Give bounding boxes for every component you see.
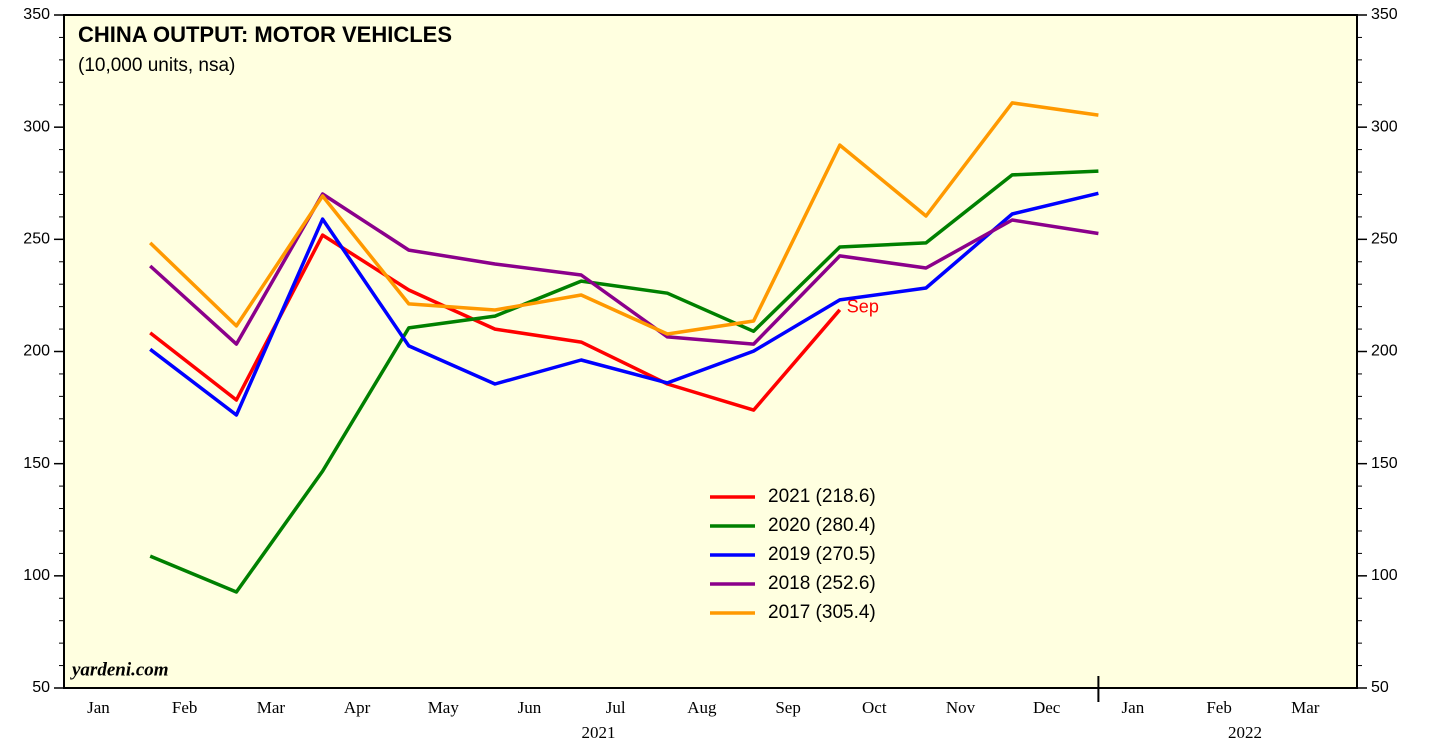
legend-label: 2020 (280.4) [768,515,876,536]
y2-tick-label: 250 [1371,231,1398,248]
y2-tick-label: 50 [1371,679,1389,696]
annotation: Sep [847,297,879,317]
legend-label: 2017 (305.4) [768,602,876,623]
source: yardeni.com [70,659,169,680]
y-tick-label: 300 [23,118,50,135]
y-tick-label: 100 [23,567,50,584]
series-line [148,101,1099,336]
x-tick-label: Sep [775,698,801,717]
x-tick-label: Jan [87,698,110,717]
x-tick-label: Mar [1291,698,1320,717]
y2-tick-label: 100 [1371,567,1398,584]
plot-background [63,14,1358,689]
series-line [149,191,1099,417]
x-tick-label: Jan [1122,698,1145,717]
x-tick-label: May [428,698,460,717]
chart-title: CHINA OUTPUT: MOTOR VEHICLES [78,22,452,47]
y2-tick-label: 150 [1371,455,1398,472]
x-tick-label: Nov [946,698,976,717]
y-tick-label: 250 [23,231,50,248]
x-group-label: 2022 [1228,723,1262,742]
chart-subtitle: (10,000 units, nsa) [78,55,235,76]
y-tick-label: 200 [23,343,50,360]
x-tick-label: Mar [257,698,286,717]
x-tick-label: Feb [1206,698,1232,717]
x-tick-label: Oct [862,698,887,717]
x-tick-label: Aug [687,698,717,717]
series-line [149,233,842,412]
series-line [149,169,1099,594]
y2-tick-label: 200 [1371,343,1398,360]
x-tick-label: Apr [344,698,371,717]
x-tick-label: Dec [1033,698,1061,717]
y2-tick-label: 300 [1371,118,1398,135]
x-tick-label: Jul [606,698,626,717]
x-group-label: 2021 [581,723,615,742]
legend-label: 2021 (218.6) [768,486,876,507]
x-tick-label: Feb [172,698,198,717]
legend-label: 2019 (270.5) [768,544,876,565]
y-tick-label: 50 [32,679,50,696]
y-tick-label: 350 [23,6,50,23]
legend-label: 2018 (252.6) [768,573,876,594]
y2-tick-label: 350 [1371,6,1398,23]
x-tick-label: Jun [518,698,542,717]
y-tick-label: 150 [23,455,50,472]
